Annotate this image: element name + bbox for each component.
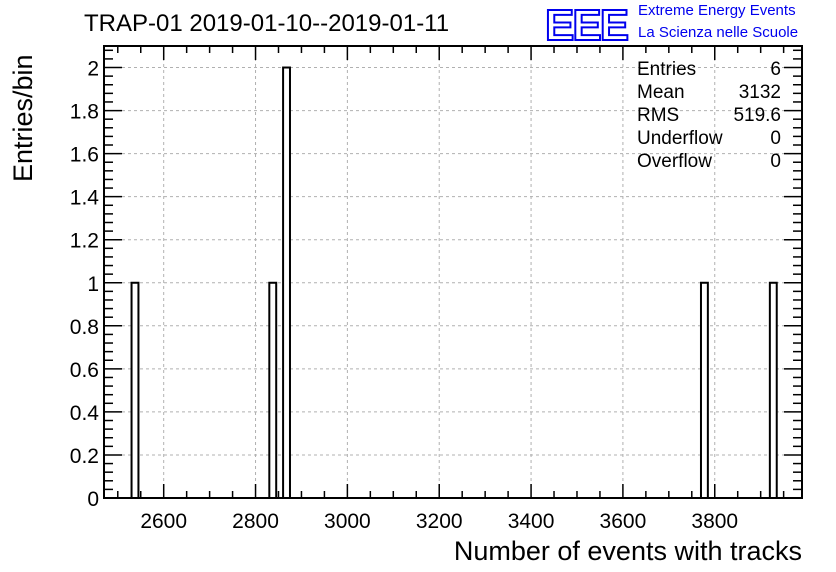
plot-frame [103, 45, 803, 499]
histogram-bar [130, 281, 140, 499]
y-tick-label: 1.8 [70, 101, 99, 124]
stats-box: Entries 6 Mean 3132 RMS 519.6 Underflow … [637, 58, 781, 173]
stats-value: 3132 [738, 82, 781, 103]
y-tick-label: 0.6 [70, 359, 99, 382]
histogram-bar [282, 66, 291, 500]
x-tick-label: 3600 [600, 510, 647, 533]
stats-row-entries: Entries 6 [637, 58, 781, 81]
y-axis-label: Entries/bin [8, 54, 38, 182]
y-tick-label: 2 [87, 58, 99, 81]
svg-text:EEE: EEE [545, 2, 628, 44]
grid-lines [104, 46, 802, 498]
eee-logo: EEE [544, 2, 631, 44]
histogram-bars [130, 66, 778, 500]
y-tick-label: 1 [87, 273, 99, 296]
stats-row-mean: Mean 3132 [637, 81, 781, 104]
histogram-bar [699, 281, 709, 499]
y-tick-label: 1.2 [70, 230, 99, 253]
stats-row-rms: RMS 519.6 [637, 104, 781, 127]
y-tick-label: 0.8 [70, 316, 99, 339]
y-tick-label: 0.2 [70, 445, 99, 468]
y-tick-label: 0.4 [70, 402, 100, 425]
y-tick-label: 1.6 [70, 144, 99, 167]
stats-label: Entries [637, 59, 697, 80]
stats-row-underflow: Underflow 0 [637, 127, 781, 150]
stats-label: RMS [637, 105, 680, 126]
stats-label: Overflow [637, 151, 712, 172]
stats-value: 0 [770, 151, 781, 172]
x-tick-label: 3400 [508, 510, 555, 533]
x-tick-label: 3800 [691, 510, 738, 533]
x-tick-label: 2600 [140, 510, 187, 533]
axis-ticks [104, 46, 802, 499]
y-tick-label: 0 [87, 488, 99, 511]
stats-row-overflow: Overflow 0 [637, 150, 781, 173]
logo-caption-line2: La Scienza nelle Scuole [638, 24, 799, 41]
x-axis-label: Number of events with tracks [453, 536, 802, 566]
stats-value: 0 [770, 128, 781, 149]
logo-caption-line1: Extreme Energy Events [638, 2, 796, 19]
histogram-bar [768, 281, 778, 499]
y-tick-label: 1.4 [70, 187, 100, 210]
stats-label: Mean [637, 82, 685, 103]
stats-value: 6 [770, 59, 781, 80]
x-tick-label: 3200 [416, 510, 463, 533]
stats-value: 519.6 [733, 105, 781, 126]
x-tick-label: 2800 [232, 510, 279, 533]
axis-tick-labels: 2600 2800 3000 3200 3400 3600 3800 0 0.2 0.4 0.6 0.… [70, 58, 738, 533]
histogram-bar [268, 281, 278, 499]
stats-label: Underflow [637, 128, 723, 149]
chart-title: TRAP-01 2019-01-10--2019-01-11 [84, 10, 450, 37]
x-tick-label: 3000 [324, 510, 371, 533]
